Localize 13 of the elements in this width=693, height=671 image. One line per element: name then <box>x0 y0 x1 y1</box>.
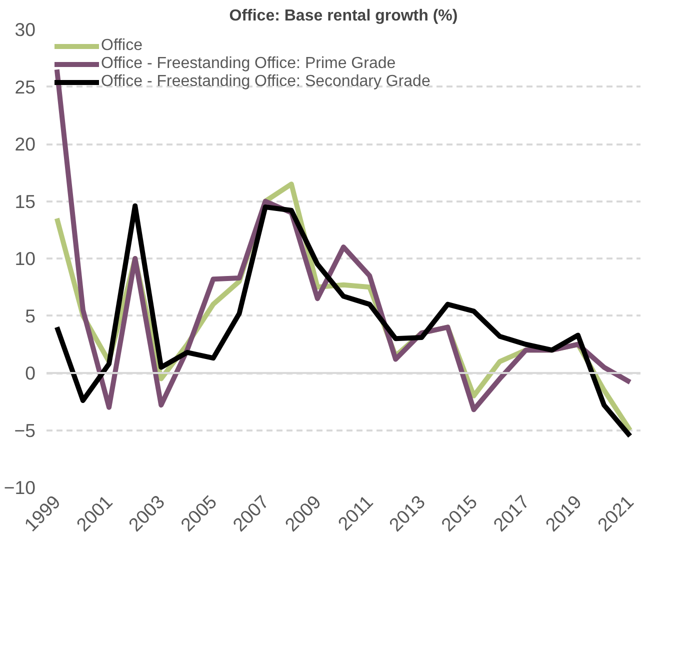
legend-label: Office <box>101 37 142 55</box>
y-tick-label: 10 <box>14 248 36 269</box>
y-tick-label: 20 <box>14 134 36 154</box>
y-tick-label: 25 <box>14 76 36 98</box>
y-tick-label: 0 <box>25 362 36 384</box>
y-tick-label: −5 <box>14 420 36 441</box>
legend-label: Office - Freestanding Office: Prime Grade <box>101 55 396 73</box>
chart-title: Office: Base rental growth (%) <box>229 8 458 24</box>
y-tick-label: 5 <box>25 305 36 326</box>
y-tick-label: 15 <box>14 190 36 212</box>
legend-label: Office - Freestanding Office: Secondary Grade <box>101 73 430 91</box>
y-tick-label: −10 <box>4 477 36 498</box>
y-tick-label: 30 <box>14 19 36 40</box>
